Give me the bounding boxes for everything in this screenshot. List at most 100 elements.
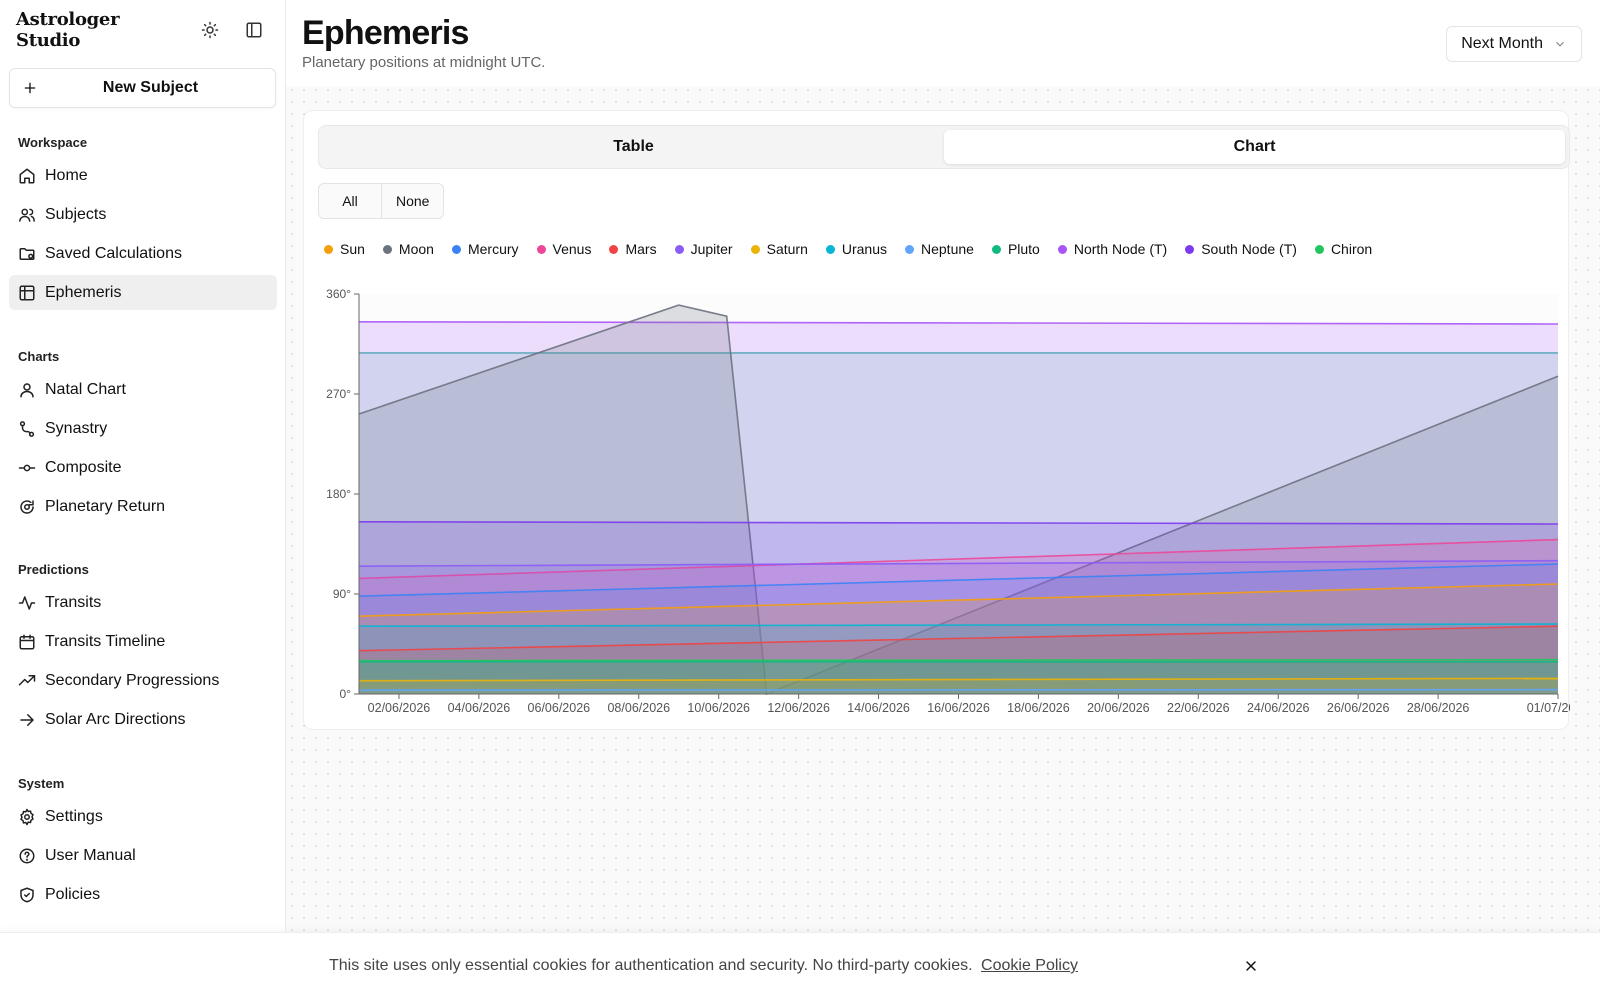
nav-group-system: System Settings User Manual Policies: [0, 771, 286, 916]
series-line-neptune: [358, 688, 1559, 691]
y-tick-label: 180°: [326, 487, 351, 501]
series-line-north-node-t-: [358, 321, 1559, 325]
x-tick-label: 04/06/2026: [448, 701, 511, 715]
sidebar-item-label: Composite: [45, 458, 122, 476]
select-none-button[interactable]: None: [382, 183, 445, 219]
folder-icon: [18, 245, 36, 263]
chart-legend: Sun Moon Mercury Venus Mars Jupiter Saturn Uran…: [324, 241, 1390, 257]
legend-item-jupiter[interactable]: Jupiter: [674, 241, 733, 257]
tab-chart[interactable]: Chart: [944, 130, 1565, 164]
sidebar-item-solar-arc-directions[interactable]: Solar Arc Directions: [9, 702, 277, 737]
legend-item-pluto[interactable]: Pluto: [991, 241, 1040, 257]
legend-label: Chiron: [1330, 241, 1373, 257]
area-uranus: [359, 624, 1558, 694]
x-tick-label: 06/06/2026: [528, 701, 591, 715]
x-tick-label: 02/06/2026: [368, 701, 431, 715]
sidebar-item-label: Saved Calculations: [45, 244, 182, 262]
nav-group-predictions: Predictions Transits Transits Timeline Seco…: [0, 557, 286, 741]
sidebar-item-subjects[interactable]: Subjects: [9, 197, 277, 232]
legend-item-north-node-t-[interactable]: North Node (T): [1057, 241, 1167, 257]
y-tick-label: 0°: [340, 687, 352, 701]
legend-item-chiron[interactable]: Chiron: [1314, 241, 1373, 257]
date-range-select[interactable]: Next Month: [1446, 26, 1582, 62]
legend-item-sun[interactable]: Sun: [324, 241, 365, 257]
x-tick-label: 10/06/2026: [687, 701, 750, 715]
sidebar-item-label: Ephemeris: [45, 283, 122, 301]
legend-swatch: [674, 244, 684, 254]
sidebar-item-user-manual[interactable]: User Manual: [9, 838, 277, 873]
arrow-right-icon: [18, 711, 36, 729]
legend-swatch: [382, 244, 392, 254]
sun-icon: [201, 21, 219, 39]
theme-toggle-button[interactable]: [195, 15, 225, 45]
legend-label: Sun: [340, 241, 365, 257]
new-subject-button[interactable]: New Subject: [9, 68, 276, 108]
legend-label: South Node (T): [1201, 241, 1297, 257]
legend-label: Mars: [625, 241, 657, 257]
sidebar-item-secondary-progressions[interactable]: Secondary Progressions: [9, 663, 277, 698]
legend-swatch: [536, 244, 546, 254]
commit-icon: [18, 459, 36, 477]
sidebar-item-home[interactable]: Home: [9, 158, 277, 193]
cookie-policy-link[interactable]: Cookie Policy: [981, 957, 1078, 974]
legend-swatch: [451, 244, 461, 254]
sidebar-item-planetary-return[interactable]: Planetary Return: [9, 489, 277, 524]
legend-item-uranus[interactable]: Uranus: [825, 241, 887, 257]
sidebar-item-synastry[interactable]: Synastry: [9, 411, 277, 446]
tab-table[interactable]: Table: [613, 138, 654, 155]
legend-label: Moon: [398, 241, 434, 257]
sidebar-item-ephemeris[interactable]: Ephemeris: [9, 275, 277, 310]
new-subject-label: New Subject: [102, 79, 199, 96]
legend-item-south-node-t-[interactable]: South Node (T): [1185, 241, 1297, 257]
legend-item-neptune[interactable]: Neptune: [905, 241, 974, 257]
series-line-saturn: [358, 677, 1559, 682]
chevron-down-icon: [1556, 41, 1564, 47]
legend-item-mars[interactable]: Mars: [609, 241, 657, 257]
nav-group-title: System: [18, 775, 65, 791]
legend-swatch: [905, 244, 914, 254]
sidebar-item-composite[interactable]: Composite: [9, 450, 277, 485]
legend-swatch: [609, 244, 619, 254]
sidebar-item-label: Transits: [45, 593, 102, 611]
legend-label: Pluto: [1007, 241, 1040, 257]
sidebar-item-label: User Manual: [45, 846, 136, 864]
users-icon: [18, 206, 36, 224]
legend-label: Neptune: [921, 241, 974, 257]
y-tick-label: 360°: [326, 287, 351, 301]
date-range-value: Next Month: [1461, 35, 1543, 52]
series-line-venus: [358, 538, 1559, 580]
sidebar-item-saved-calculations[interactable]: Saved Calculations: [9, 236, 277, 271]
sidebar-item-transits[interactable]: Transits: [9, 585, 277, 620]
nav-group-title: Predictions: [18, 561, 89, 577]
sidebar-item-policies[interactable]: Policies: [9, 877, 277, 912]
legend-item-moon[interactable]: Moon: [382, 241, 434, 257]
sidebar-item-settings[interactable]: Settings: [9, 799, 277, 834]
cookie-close-button[interactable]: [1240, 955, 1262, 977]
trending-icon: [18, 672, 36, 690]
legend-label: Saturn: [766, 241, 808, 257]
sidebar-item-transits-timeline[interactable]: Transits Timeline: [9, 624, 277, 659]
select-all-button[interactable]: All: [318, 183, 382, 219]
x-tick-label: 20/06/2026: [1087, 701, 1150, 715]
legend-label: Mercury: [467, 241, 519, 257]
gear-icon: [18, 808, 36, 826]
area-venus: [359, 539, 1558, 694]
series-line-uranus: [358, 623, 1559, 627]
view-tabs: Table Chart: [318, 125, 1570, 169]
x-tick-label: 28/06/2026: [1407, 701, 1470, 715]
sidebar-item-natal-chart[interactable]: Natal Chart: [9, 372, 277, 407]
sidebar-item-label: Synastry: [45, 419, 108, 437]
area-moon: [359, 305, 1558, 694]
legend-item-venus[interactable]: Venus: [536, 241, 591, 257]
legend-swatch: [1057, 244, 1067, 254]
calendar-icon: [18, 633, 36, 651]
legend-item-saturn[interactable]: Saturn: [750, 241, 808, 257]
table-icon: [18, 284, 36, 302]
activity-icon: [18, 594, 36, 612]
close-icon: [1246, 961, 1256, 971]
x-tick-label: 16/06/2026: [927, 701, 990, 715]
legend-item-mercury[interactable]: Mercury: [451, 241, 519, 257]
sidebar-toggle-button[interactable]: [239, 15, 269, 45]
nav-group-charts: Charts Natal Chart Synastry Composite Planet…: [0, 344, 286, 528]
x-tick-label: 22/06/2026: [1167, 701, 1230, 715]
